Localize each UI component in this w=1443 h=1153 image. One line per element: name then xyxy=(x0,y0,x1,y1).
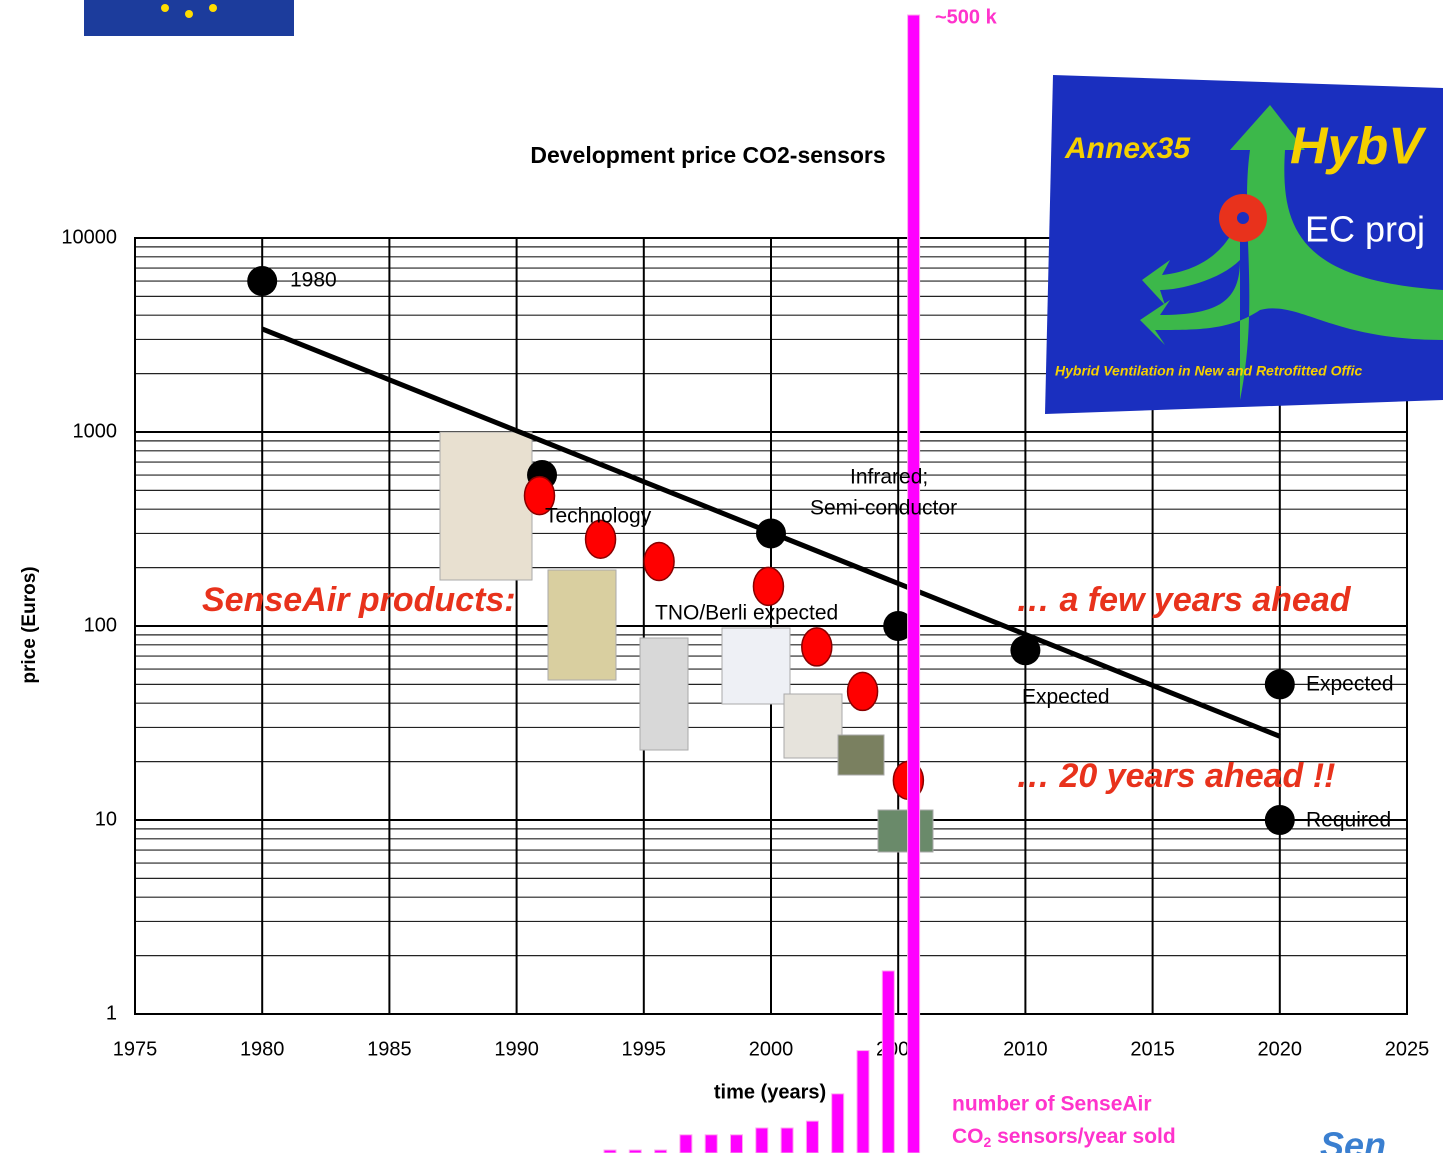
annotation: Technology xyxy=(545,505,652,528)
chart-title: Development price CO2-sensors xyxy=(530,142,885,168)
x-tick-label: 1975 xyxy=(113,1038,158,1060)
caption-part: CO xyxy=(952,1125,984,1148)
sales-bars xyxy=(603,14,921,1153)
annotation: 1980 xyxy=(290,269,337,292)
product-photos xyxy=(439,431,934,853)
data-point xyxy=(1010,635,1041,666)
data-point xyxy=(752,566,785,607)
data-point xyxy=(643,541,675,582)
logo-name: Annex35 xyxy=(1064,132,1191,165)
sales-bar xyxy=(907,14,921,1153)
annotation: Required xyxy=(1306,809,1391,832)
annotations: 1980 Technology Infrared; Semi-conductor… xyxy=(202,269,1394,832)
annotation: Expected xyxy=(1306,673,1394,696)
y-tick-label: 1000 xyxy=(73,420,118,442)
caption-part: sensors/year sold xyxy=(991,1125,1175,1148)
callout: … 20 years ahead !! xyxy=(1016,757,1335,795)
data-point xyxy=(801,627,833,667)
data-point xyxy=(1264,805,1295,835)
x-tick-label: 2000 xyxy=(749,1038,794,1060)
data-point xyxy=(846,671,879,712)
logo-subtitle: EC proj xyxy=(1305,209,1425,250)
y-tick-label: 10 xyxy=(95,808,117,830)
peak-label: ~500 k xyxy=(935,6,998,28)
data-point xyxy=(584,519,617,560)
annotation: Semi-conductor xyxy=(810,497,957,520)
sales-bar xyxy=(780,1127,794,1153)
y-axis-label: price (Euros) xyxy=(19,566,40,683)
sales-bar xyxy=(881,970,895,1153)
sales-bar xyxy=(628,1149,642,1153)
x-tick-label: 2020 xyxy=(1258,1038,1303,1060)
x-tick-label: 2010 xyxy=(1003,1038,1048,1060)
annex-logo: Annex35 HybV EC proj Hybrid Ventilation … xyxy=(1045,75,1443,414)
data-point xyxy=(523,475,556,516)
x-axis-label: time (years) xyxy=(714,1081,826,1103)
x-tick-label: 1985 xyxy=(367,1038,412,1060)
sales-bar xyxy=(679,1134,693,1153)
y-tick-label: 100 xyxy=(84,614,117,636)
sales-bar xyxy=(856,1050,870,1153)
sales-caption: CO2 sensors/year sold xyxy=(952,1125,1176,1150)
logo-tagline: Hybrid Ventilation in New and Retrofitte… xyxy=(1055,363,1362,379)
data-point xyxy=(883,611,914,641)
caption-subscript: 2 xyxy=(984,1134,992,1150)
x-tick-label: 2025 xyxy=(1385,1038,1430,1060)
data-point xyxy=(756,518,786,549)
brand-logo: Sen xyxy=(1320,1125,1386,1153)
annotation: Expected xyxy=(1022,686,1110,709)
annotation: Infrared; xyxy=(850,466,928,489)
x-tick-label: 2015 xyxy=(1130,1038,1175,1060)
sales-bar xyxy=(805,1120,819,1153)
sales-bar xyxy=(704,1134,718,1153)
sales-bar xyxy=(603,1149,617,1153)
annotation: TNO/Berli expected xyxy=(655,602,838,625)
callout: SenseAir products: xyxy=(202,581,516,619)
sales-caption: number of SenseAir xyxy=(952,1093,1152,1116)
data-point xyxy=(247,266,278,297)
sales-bar xyxy=(654,1149,668,1153)
data-point xyxy=(1264,669,1295,700)
sales-bar xyxy=(730,1134,743,1153)
x-tick-label: 1995 xyxy=(622,1038,667,1060)
x-tick-label: 1980 xyxy=(240,1038,285,1060)
x-tick-label: 1990 xyxy=(494,1038,539,1060)
logo-title: HybV xyxy=(1290,118,1427,176)
flag-stars xyxy=(161,4,217,18)
sales-bar xyxy=(755,1127,769,1153)
y-tick-label: 10000 xyxy=(61,226,117,248)
y-tick-label: 1 xyxy=(106,1002,117,1024)
sales-bar xyxy=(831,1093,845,1153)
callout: … a few years ahead xyxy=(1016,581,1352,619)
